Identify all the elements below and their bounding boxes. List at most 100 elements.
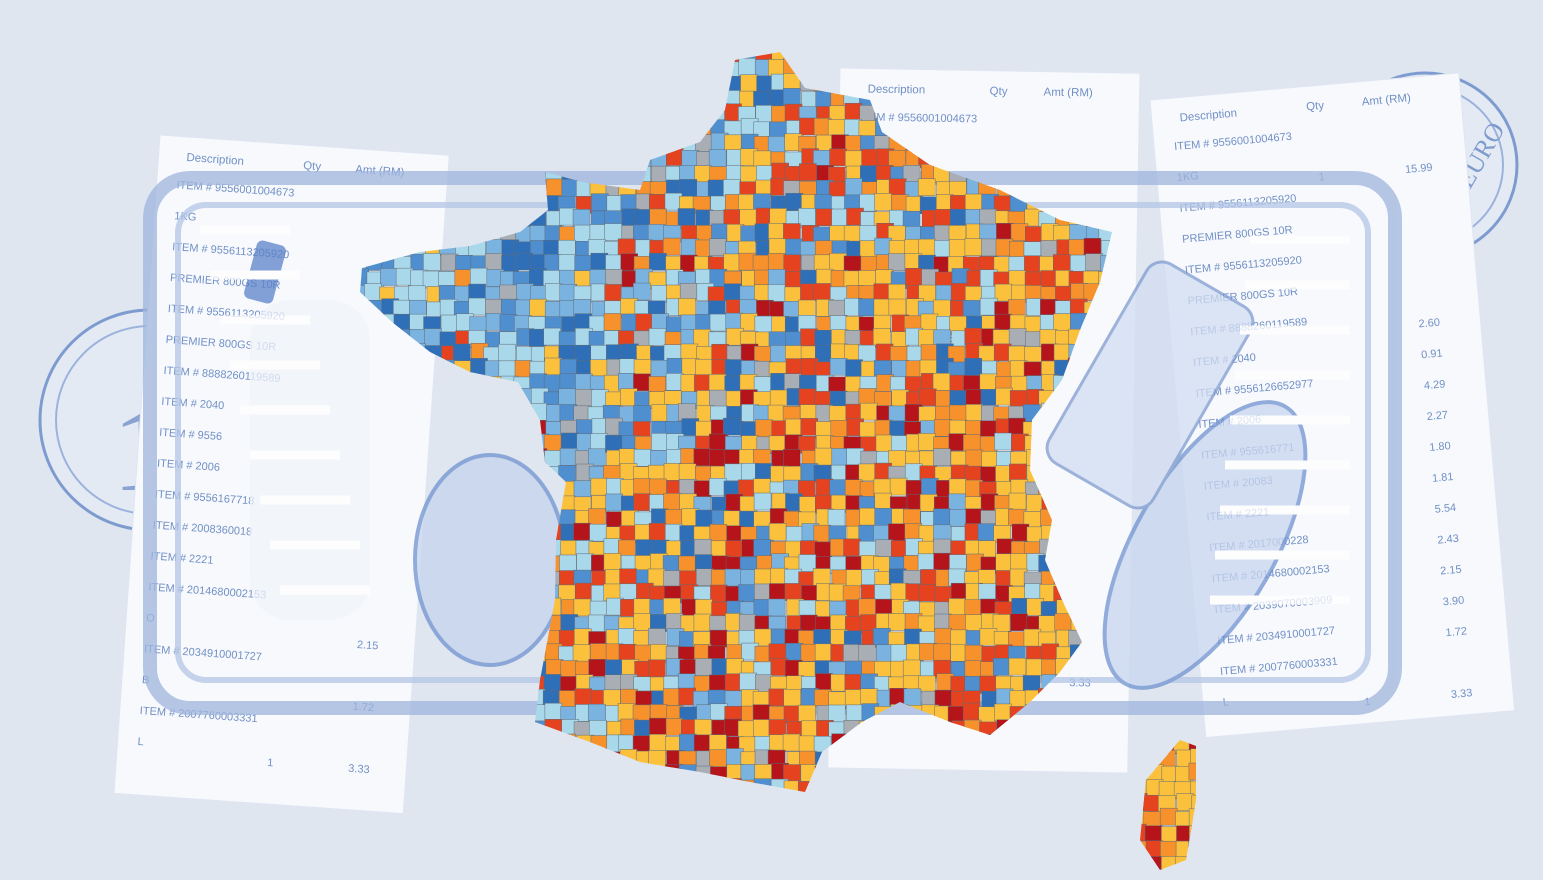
commune	[769, 583, 787, 601]
commune	[678, 298, 696, 316]
commune	[933, 508, 951, 527]
commune	[769, 208, 787, 226]
receipt-header: Amt (RM)	[1361, 92, 1411, 108]
commune	[785, 238, 803, 257]
commune	[768, 523, 787, 541]
commune	[874, 193, 892, 211]
commune	[798, 704, 816, 723]
commune	[617, 238, 636, 257]
commune	[918, 329, 936, 347]
commune	[948, 478, 967, 497]
commune	[693, 734, 712, 753]
commune	[709, 524, 728, 542]
commune	[785, 418, 803, 437]
commune	[858, 463, 877, 482]
commune	[649, 252, 667, 271]
commune	[962, 300, 981, 318]
commune	[724, 463, 743, 482]
receipt-header: Amt (RM)	[1043, 87, 1093, 100]
commune	[964, 327, 983, 346]
commune	[935, 284, 954, 303]
commune	[1083, 238, 1102, 256]
commune	[843, 225, 862, 243]
commune	[799, 163, 817, 181]
commune	[633, 493, 651, 511]
commune	[754, 583, 772, 602]
commune	[710, 584, 728, 603]
commune	[648, 659, 666, 678]
commune	[723, 417, 741, 436]
commune	[724, 359, 743, 377]
commune	[708, 478, 727, 496]
commune	[708, 149, 727, 167]
commune	[888, 253, 906, 271]
commune	[950, 208, 968, 227]
commune	[604, 674, 623, 692]
commune	[1053, 313, 1071, 331]
commune	[708, 374, 727, 392]
commune	[859, 240, 878, 258]
commune	[993, 658, 1011, 676]
receipt-amount: 2.60	[1418, 317, 1440, 331]
commune	[828, 299, 846, 318]
commune	[559, 448, 578, 466]
commune	[860, 165, 878, 183]
commune	[755, 463, 773, 481]
commune	[423, 253, 441, 271]
commune	[468, 297, 486, 316]
commune	[890, 644, 909, 662]
receipt-item: ITEM # 2006	[157, 458, 221, 474]
commune	[978, 583, 997, 602]
commune	[572, 209, 591, 227]
receipt-amount: 0.91	[1421, 347, 1443, 361]
commune	[858, 270, 876, 288]
commune	[752, 254, 771, 273]
commune	[633, 209, 652, 227]
commune	[917, 178, 936, 197]
commune	[798, 735, 817, 754]
receipt-amount: 2.27	[1426, 409, 1448, 423]
commune	[440, 314, 459, 333]
commune	[979, 208, 997, 227]
commune	[964, 660, 983, 678]
receipt-qty: 1	[267, 757, 274, 769]
commune	[1052, 254, 1071, 272]
commune	[874, 492, 892, 511]
commune	[1011, 523, 1030, 542]
commune	[1024, 583, 1042, 601]
commune	[875, 434, 894, 453]
commune	[711, 223, 729, 242]
commune	[814, 541, 832, 560]
commune	[1009, 463, 1027, 482]
commune	[994, 703, 1012, 722]
commune	[859, 225, 878, 243]
commune	[678, 463, 697, 481]
commune	[709, 433, 727, 452]
commune	[1159, 807, 1178, 826]
commune	[544, 357, 563, 376]
commune	[920, 569, 938, 587]
commune	[814, 643, 833, 662]
receipt-header: Description	[1179, 107, 1237, 124]
commune	[951, 268, 970, 286]
commune	[768, 688, 787, 707]
commune	[858, 120, 877, 138]
receipt-item: ITEM # 9556	[159, 427, 223, 443]
commune	[633, 405, 651, 423]
commune	[890, 582, 909, 601]
receipt-amount: 2.43	[1437, 533, 1459, 547]
commune	[827, 704, 846, 723]
commune	[934, 627, 952, 646]
commune	[782, 733, 801, 752]
commune	[949, 509, 967, 527]
commune	[708, 389, 727, 408]
commune	[948, 239, 967, 257]
commune	[815, 90, 833, 109]
commune	[723, 179, 741, 197]
commune	[980, 389, 999, 407]
commune	[980, 466, 998, 484]
commune	[1009, 690, 1028, 708]
commune	[589, 720, 607, 738]
commune	[785, 643, 804, 661]
commune	[695, 658, 713, 676]
